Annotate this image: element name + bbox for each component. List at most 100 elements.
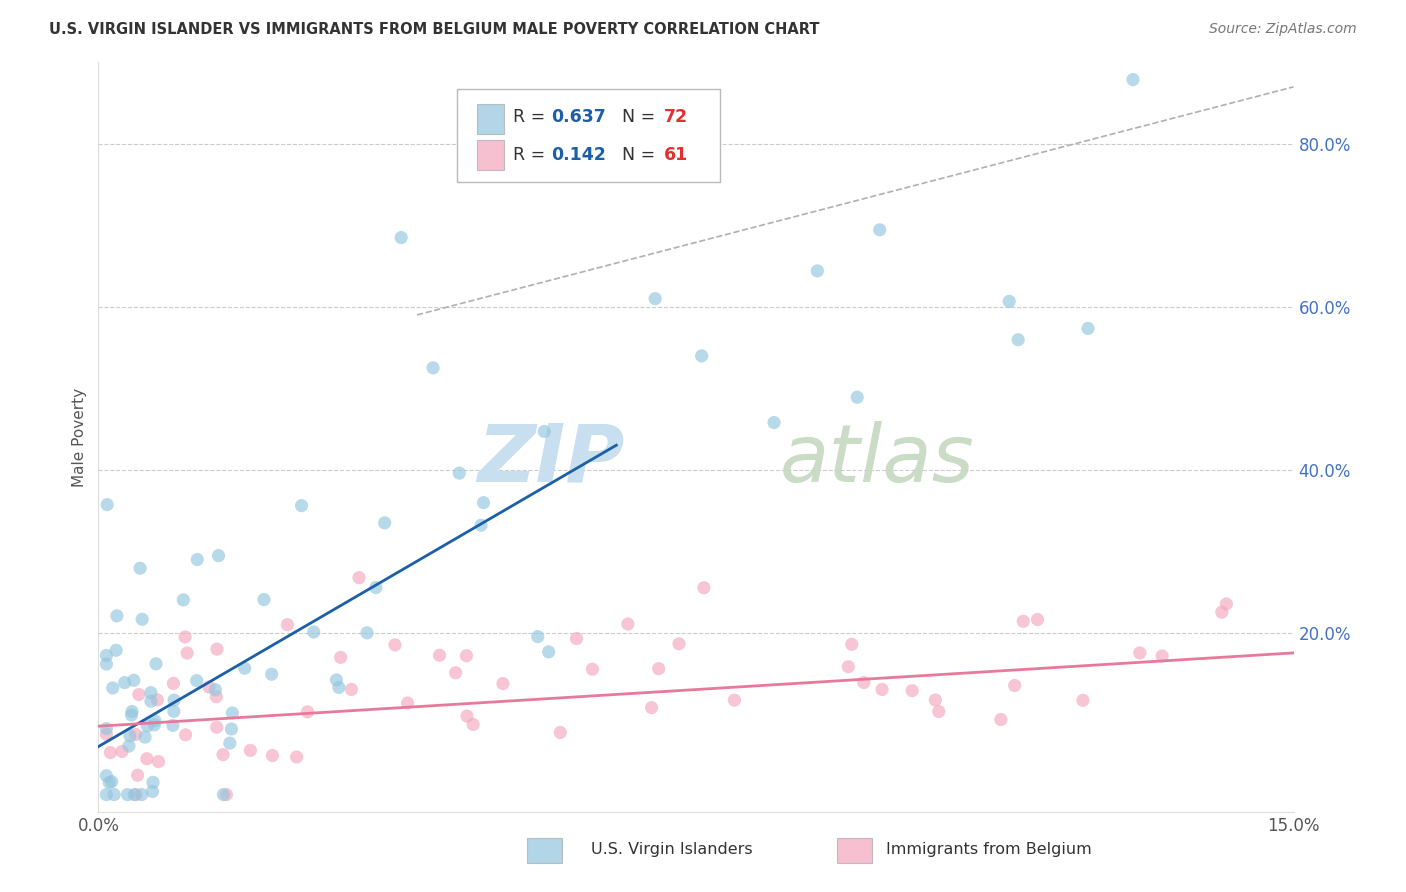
Text: U.S. VIRGIN ISLANDER VS IMMIGRANTS FROM BELGIUM MALE POVERTY CORRELATION CHART: U.S. VIRGIN ISLANDER VS IMMIGRANTS FROM … — [49, 22, 820, 37]
Point — [103, 788, 125, 802]
Point — [139, 694, 162, 708]
Point — [127, 768, 149, 782]
Point — [111, 744, 134, 758]
Point — [122, 788, 145, 802]
Point — [806, 264, 828, 278]
FancyBboxPatch shape — [477, 140, 503, 169]
Point — [105, 608, 128, 623]
Point — [163, 693, 186, 707]
Y-axis label: Male Poverty: Male Poverty — [72, 387, 87, 487]
Point — [142, 775, 165, 789]
Point — [162, 676, 184, 690]
Text: U.S. Virgin Islanders: U.S. Virgin Islanders — [591, 842, 752, 856]
Point — [205, 642, 228, 657]
Point — [285, 750, 308, 764]
Point — [186, 552, 208, 566]
Point — [96, 788, 118, 802]
Point — [174, 728, 197, 742]
Text: N =: N = — [612, 108, 661, 126]
Point — [389, 230, 412, 244]
Point — [901, 683, 924, 698]
Point — [207, 549, 229, 563]
Point — [302, 625, 325, 640]
Point — [297, 705, 319, 719]
Point — [276, 617, 298, 632]
Point — [1129, 646, 1152, 660]
Point — [1211, 605, 1233, 619]
Point — [129, 561, 152, 575]
Text: 72: 72 — [664, 108, 688, 126]
Point — [565, 632, 588, 646]
Point — [869, 223, 891, 237]
Point — [146, 693, 169, 707]
Point — [134, 730, 156, 744]
Point — [928, 705, 950, 719]
Point — [118, 739, 141, 753]
Point — [186, 673, 208, 688]
Point — [384, 638, 406, 652]
Point — [221, 706, 243, 720]
Point — [101, 681, 124, 695]
Point — [128, 688, 150, 702]
Text: 0.637: 0.637 — [551, 108, 606, 126]
Point — [492, 676, 515, 690]
Point — [396, 696, 419, 710]
Point — [145, 657, 167, 671]
Point — [122, 673, 145, 688]
Point — [239, 743, 262, 757]
Point — [98, 775, 121, 789]
Point — [449, 466, 471, 480]
Point — [233, 661, 256, 675]
Text: N =: N = — [612, 146, 661, 164]
Point — [537, 645, 560, 659]
Text: R =: R = — [513, 146, 551, 164]
Point — [131, 612, 153, 626]
FancyBboxPatch shape — [457, 88, 720, 182]
Point — [215, 788, 238, 802]
Point — [998, 294, 1021, 309]
Point — [118, 729, 141, 743]
Point — [990, 713, 1012, 727]
Point — [690, 349, 713, 363]
Point — [329, 650, 352, 665]
Point — [100, 774, 122, 789]
Point — [328, 681, 350, 695]
Point — [1026, 612, 1049, 626]
Point — [364, 581, 387, 595]
Point — [96, 657, 118, 671]
Point — [205, 720, 228, 734]
Point — [172, 592, 194, 607]
Point — [98, 746, 121, 760]
Text: ZIP: ZIP — [477, 420, 624, 499]
Point — [470, 518, 492, 533]
Point — [148, 755, 170, 769]
Point — [581, 662, 603, 676]
Point — [374, 516, 396, 530]
Point — [204, 682, 226, 697]
Text: atlas: atlas — [779, 420, 974, 499]
Point — [105, 643, 128, 657]
Point — [121, 705, 143, 719]
Point — [533, 425, 555, 439]
Point — [141, 784, 163, 798]
Point — [198, 680, 221, 694]
Point — [1152, 648, 1174, 663]
Point — [1012, 614, 1035, 628]
Text: 61: 61 — [664, 146, 688, 164]
Point — [456, 709, 478, 723]
Point — [96, 727, 118, 741]
Point — [526, 630, 548, 644]
Point — [114, 675, 136, 690]
Point — [96, 648, 118, 663]
Point — [472, 496, 495, 510]
Point — [444, 665, 467, 680]
Point — [253, 592, 276, 607]
Point — [260, 667, 283, 681]
Point — [162, 718, 184, 732]
Point — [135, 752, 157, 766]
Point — [325, 673, 347, 687]
Point — [290, 499, 312, 513]
Point — [837, 659, 859, 673]
Point — [723, 693, 745, 707]
Point — [841, 637, 863, 651]
